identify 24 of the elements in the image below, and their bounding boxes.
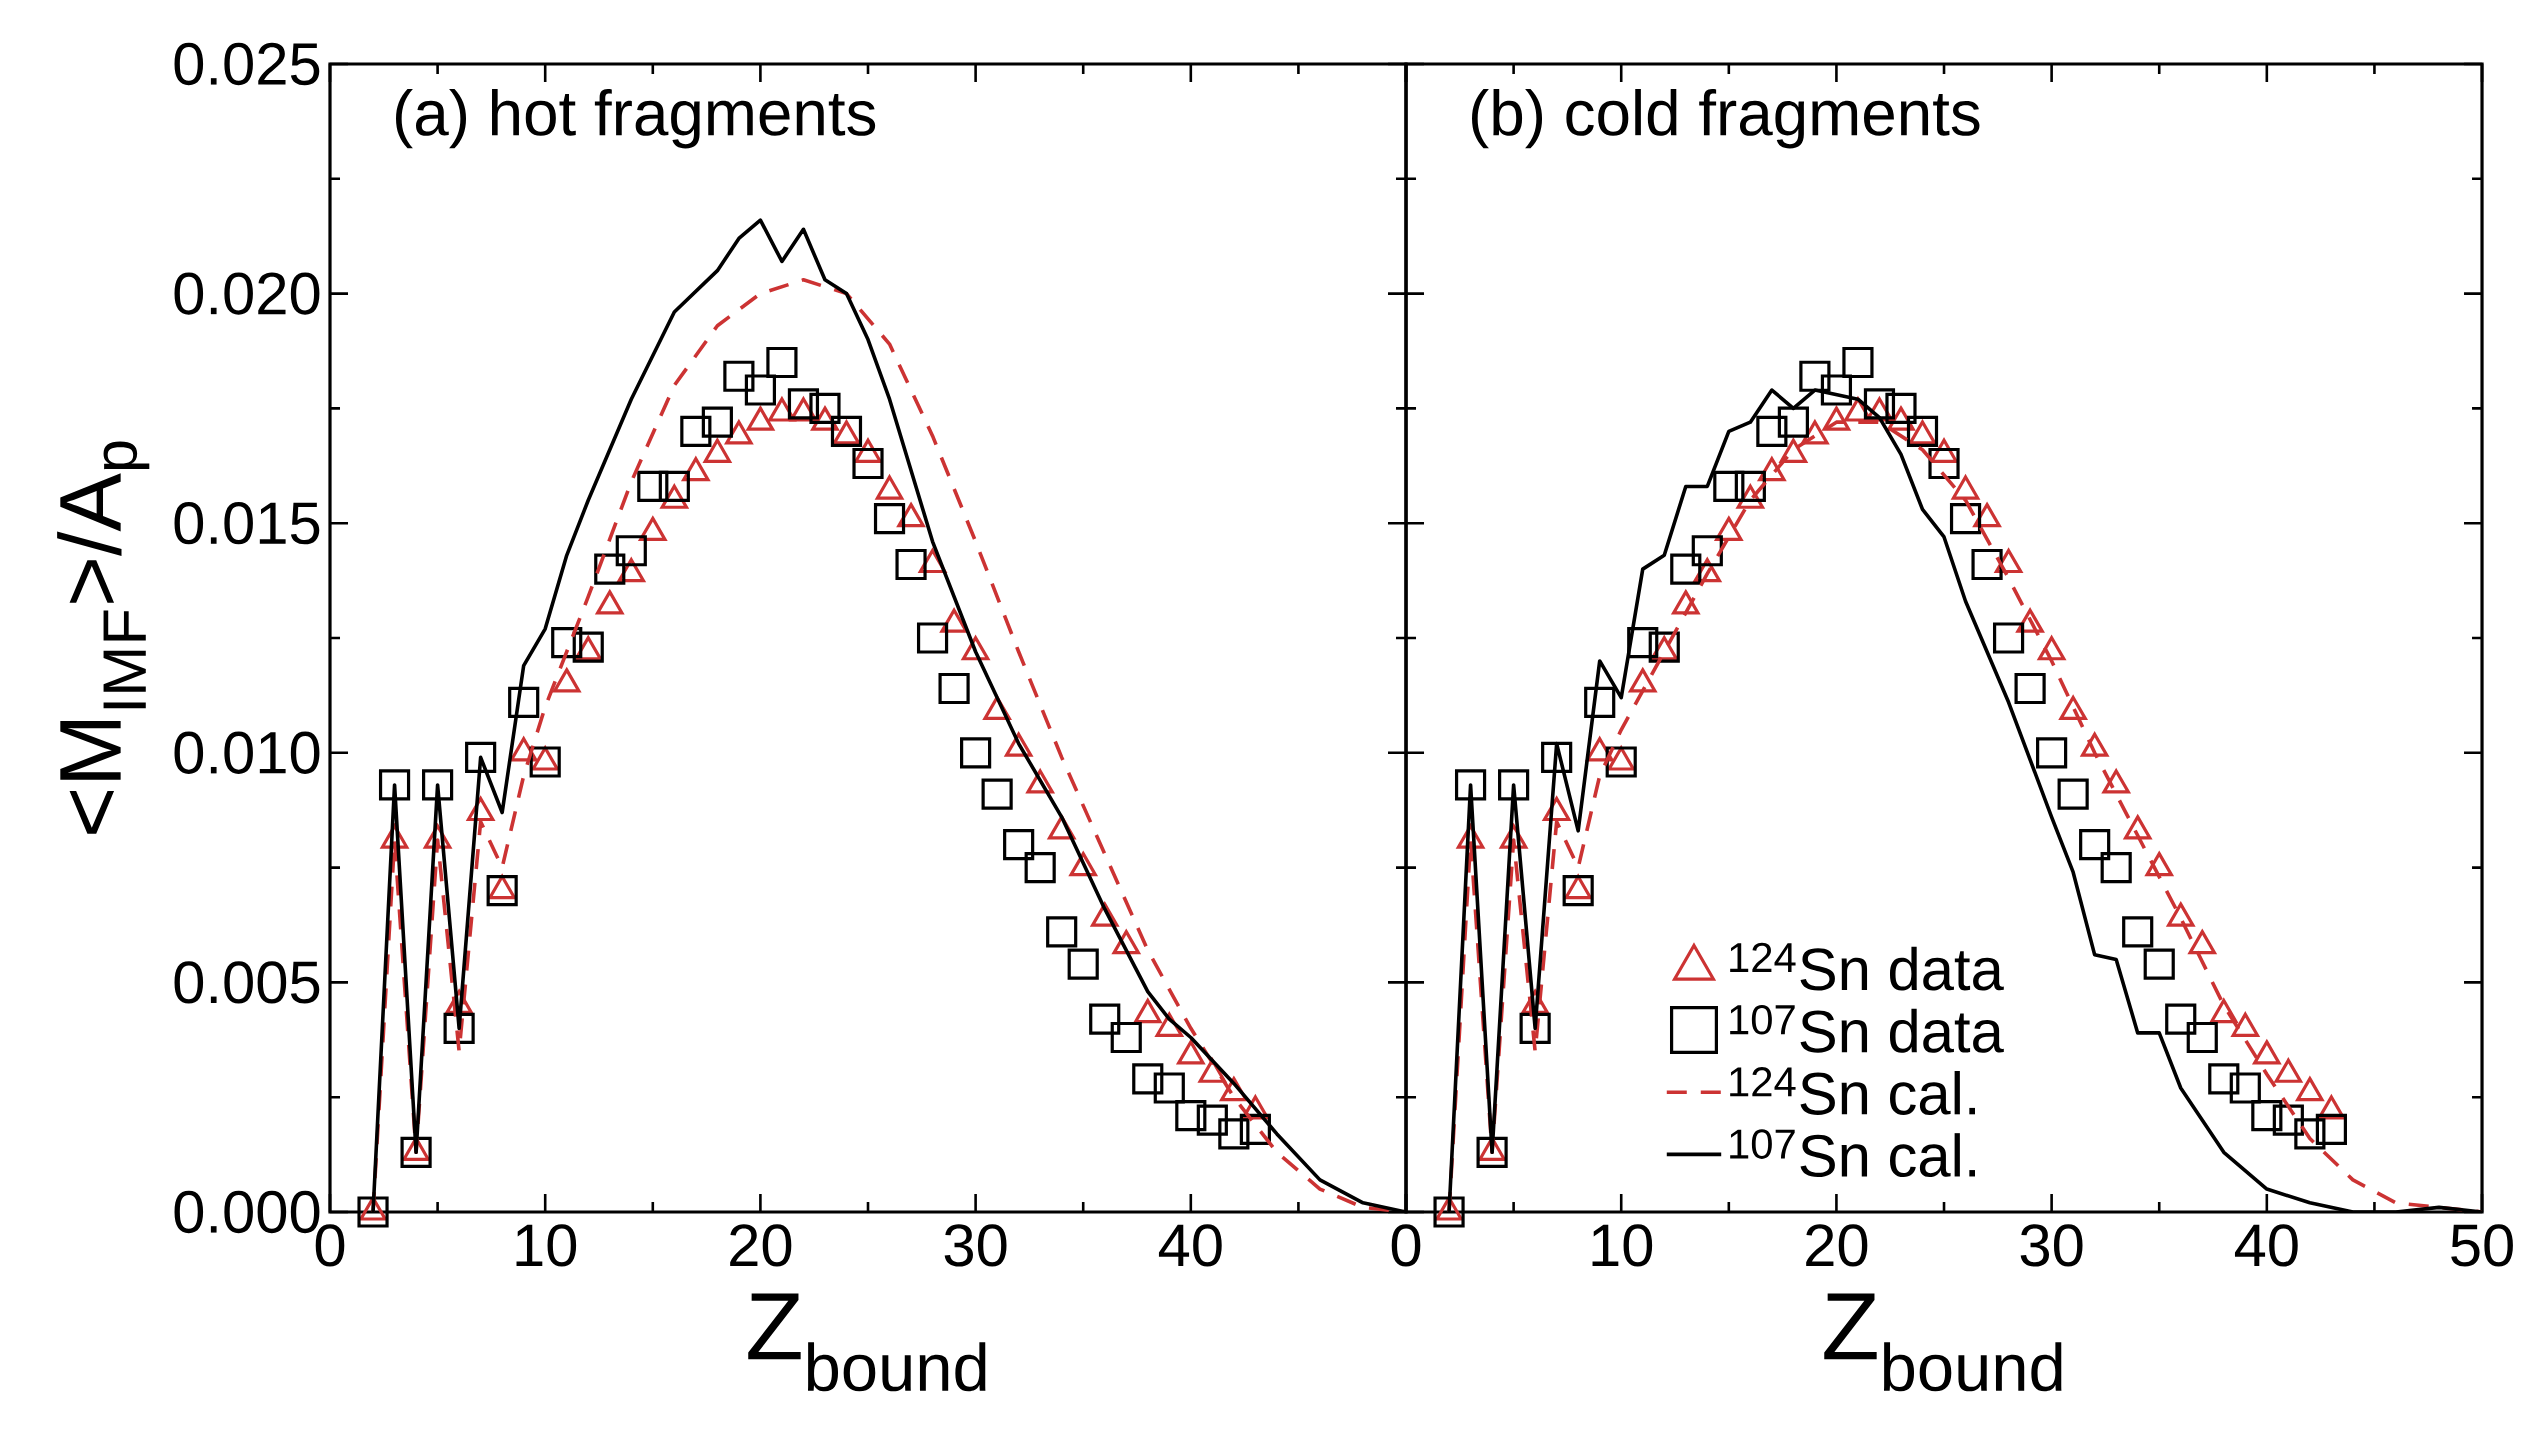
x-tick-label: 40 [2234,1224,2298,1267]
chart-title: (b) cold fragments [1472,88,1980,149]
x-tick-label: 10 [1592,1224,1653,1267]
legend-label: $^{107}$Sn cal. [1730,1129,1976,1178]
y-tick-label: 0.010 [174,731,320,774]
x-tick-label: 0 [1391,1224,1421,1267]
chart-title: (a) hot fragments [396,88,876,149]
y-tick-label: 0.025 [174,42,320,86]
y-tick-label: 0.015 [174,502,320,545]
x-tick-label: 50 [2451,1224,2513,1267]
y-tick-label: 0.005 [174,961,320,1004]
x-tick-label: 20 [1806,1224,1868,1267]
x-tick-label: 10 [516,1224,577,1267]
x-axis-title: Z$_{bound}$ [1824,1293,2062,1392]
legend-label: $^{124}$Sn cal. [1730,1067,1976,1115]
x-tick-label: 30 [2020,1224,2083,1267]
y-tick-label: 0.020 [174,272,320,315]
legend-label: $^{124}$Sn data [1730,942,2004,991]
x-axis-title: Z$_{bound}$ [748,1293,986,1392]
x-tick-label: 20 [730,1224,792,1267]
x-tick-label: 30 [944,1224,1007,1267]
y-axis-title: <M$_{IMF}$>/A$_{p}$ [57,441,150,834]
x-tick-label: 40 [1158,1224,1222,1267]
legend-label: $^{107}$Sn data [1730,1004,2004,1053]
